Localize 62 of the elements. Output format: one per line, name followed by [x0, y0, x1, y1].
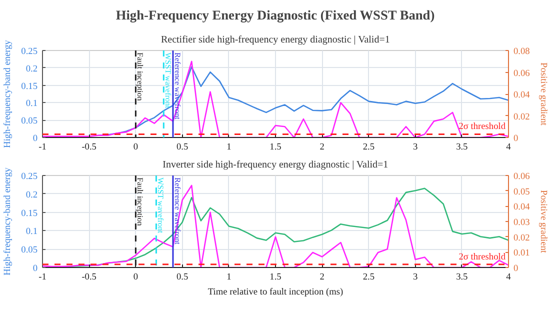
y-tick-label: 0.2: [26, 190, 38, 200]
y-tick-label: 0.1: [26, 227, 38, 238]
y2-tick-label: 0.08: [514, 47, 530, 57]
x-tick-label: 1: [226, 272, 232, 282]
y-tick-label: 0: [32, 134, 38, 144]
x-tick-label: 0.5: [176, 142, 188, 152]
ref-line-label: Fault inception: [136, 52, 145, 101]
x-tick-label: 3.5: [456, 142, 468, 152]
ref-line-label: WSST wavefront: [156, 178, 166, 234]
ref-line-label: Reference wavefront: [172, 178, 182, 246]
chart-title: High-Frequency Energy Diagnostic (Fixed WSST Band): [116, 8, 435, 22]
x-tick-label: -1: [38, 142, 47, 152]
x-tick-label: 2: [320, 142, 325, 152]
x-tick-label: 2.5: [362, 142, 375, 152]
y2-axis-title: Positive gradient: [538, 62, 548, 126]
y-tick-label: 0: [32, 264, 38, 274]
ref-line-label: 2σ threshold: [458, 252, 506, 262]
y-axis-title: High-frequency-band energy: [3, 40, 14, 148]
chart-subtitle: Inverter side high-frequency energy diagnostic | Valid=1: [162, 160, 388, 170]
ref-line-label: 2σ threshold: [458, 122, 506, 132]
x-tick-label: -0.5: [82, 142, 97, 152]
x-tick-label: -0.5: [82, 272, 97, 282]
y-tick-label: 0.1: [26, 99, 38, 110]
x-tick-label: 4: [506, 272, 512, 282]
y2-tick-label: 0.04: [514, 202, 530, 213]
y2-tick-label: 0: [514, 264, 518, 274]
y2-tick-label: 0.03: [514, 218, 530, 228]
y2-tick-label: 0.02: [514, 233, 530, 244]
y-tick-label: 0.15: [21, 82, 38, 92]
x-tick-label: 1.5: [270, 272, 282, 282]
y2-tick-label: 0.04: [514, 90, 530, 100]
y2-tick-label: 0.02: [514, 112, 530, 122]
y-tick-label: 0.2: [26, 64, 38, 74]
y2-tick-label: 0.06: [514, 172, 530, 182]
x-tick-label: 3: [412, 272, 418, 282]
x-axis-title: Time relative to fault inception (ms): [208, 288, 344, 298]
y-tick-label: 0.05: [21, 116, 38, 127]
x-tick-label: 2.5: [362, 272, 375, 282]
y-tick-label: 0.25: [21, 172, 38, 182]
x-tick-label: 3.5: [456, 272, 468, 282]
y-tick-label: 0.05: [21, 246, 38, 256]
ref-line-label: Reference wavefront: [172, 52, 182, 120]
y-axis-title: High-frequency-band energy: [3, 167, 14, 276]
ref-line-label: WSST wavefront: [164, 52, 173, 109]
x-tick-label: 4: [506, 142, 512, 152]
x-tick-label: 0: [133, 272, 138, 282]
x-tick-label: 1: [226, 142, 232, 152]
y2-tick-label: 0: [514, 134, 518, 144]
y-tick-label: 0.25: [21, 47, 38, 57]
x-tick-label: 0: [133, 142, 138, 152]
y2-tick-label: 0.01: [514, 248, 530, 259]
x-tick-label: 2: [320, 272, 325, 282]
y2-tick-label: 0.05: [514, 187, 530, 198]
ref-line-label: Fault inception: [136, 178, 145, 226]
x-tick-label: 3: [412, 142, 418, 152]
x-tick-label: -1: [38, 272, 47, 282]
x-tick-label: 0.5: [176, 272, 188, 282]
y2-tick-label: 0.06: [514, 68, 530, 79]
y2-axis-title: Positive gradient: [538, 190, 548, 254]
chart-subtitle: Rectifier side high-frequency energy diagnostic | Valid=1: [160, 34, 390, 46]
y-tick-label: 0.15: [21, 208, 38, 219]
x-tick-label: 1.5: [270, 142, 282, 152]
